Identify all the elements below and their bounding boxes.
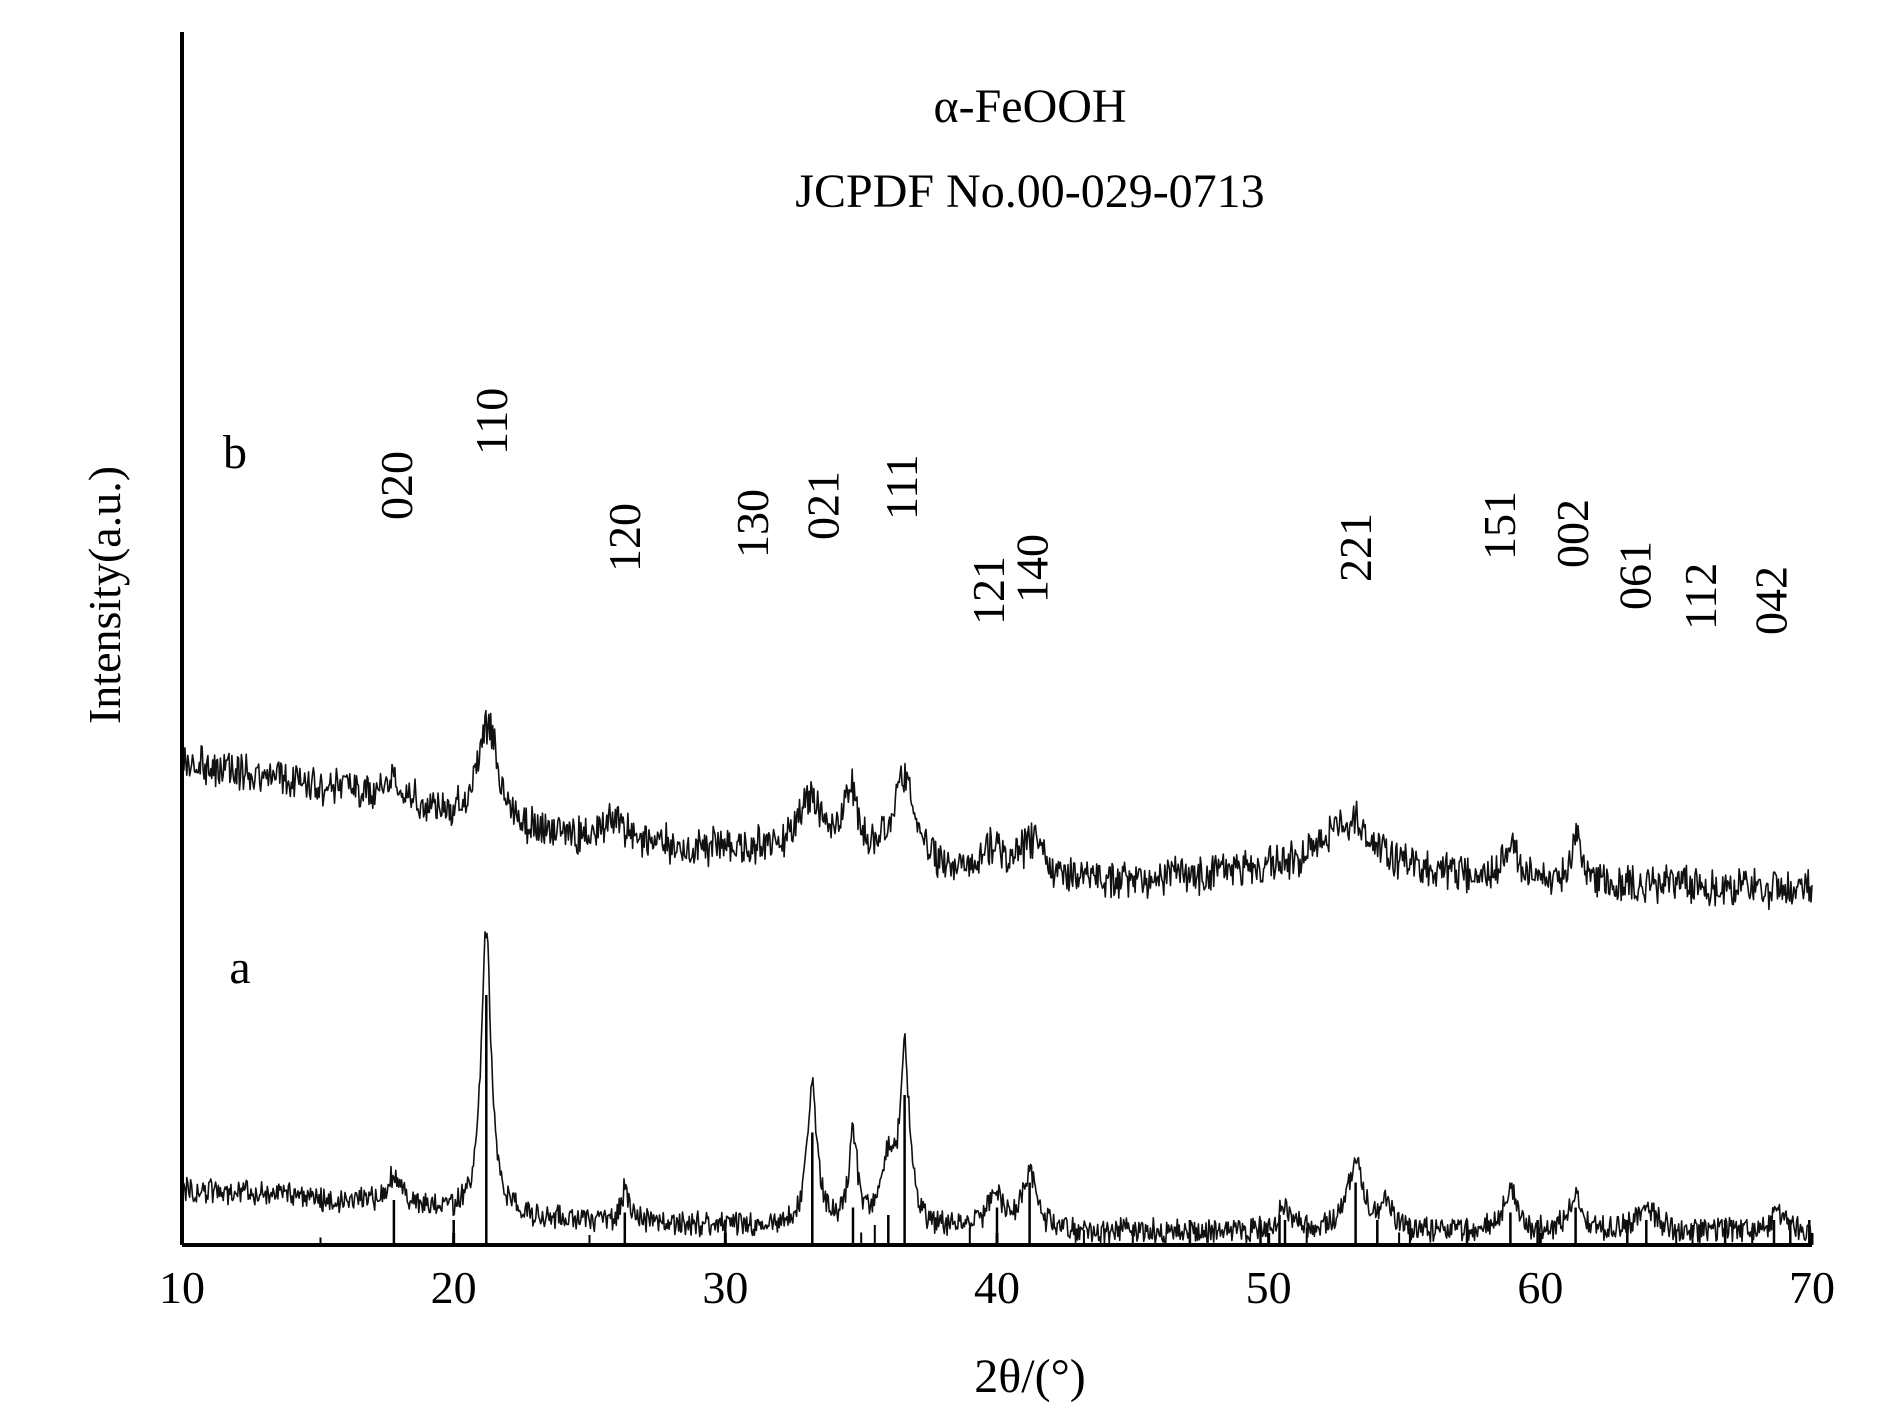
x-tick-label: 70 xyxy=(1789,1262,1835,1313)
x-tick-label: 60 xyxy=(1517,1262,1563,1313)
chart-subtitle: JCPDF No.00-029-0713 xyxy=(795,165,1264,218)
series-line-a xyxy=(181,931,1813,1246)
series-label-a: a xyxy=(229,941,250,994)
annotation-label: 140 xyxy=(1007,534,1058,603)
diffraction-series: ab xyxy=(181,426,1813,1246)
x-axis-label: 2θ/(°) xyxy=(974,1350,1086,1403)
annotation-label: 002 xyxy=(1547,499,1598,568)
annotation-label: 221 xyxy=(1330,513,1381,582)
x-tick-label: 40 xyxy=(974,1262,1020,1313)
annotation-label: 021 xyxy=(797,471,848,540)
x-tick-label: 20 xyxy=(431,1262,477,1313)
annotation-label: 061 xyxy=(1610,541,1661,610)
series-label-b: b xyxy=(223,426,247,479)
annotation-label: 120 xyxy=(599,503,650,572)
axes: 10 20 30 40 50 60 70 xyxy=(159,32,1835,1313)
annotation-label: 151 xyxy=(1474,491,1525,560)
annotation-label: 111 xyxy=(876,454,927,520)
annotation-label: 121 xyxy=(963,556,1014,625)
annotation-label: 130 xyxy=(727,489,778,558)
annotation-label: 110 xyxy=(466,388,517,455)
x-tick-label: 10 xyxy=(159,1262,205,1313)
y-axis-label: Intensity(a.u.) xyxy=(79,466,130,724)
series-line-b xyxy=(181,709,1813,911)
chart-title: α-FeOOH xyxy=(933,80,1126,133)
x-tick-label: 30 xyxy=(702,1262,748,1313)
x-tick-label: 50 xyxy=(1246,1262,1292,1313)
annotation-label: 042 xyxy=(1746,566,1797,635)
annotation-label: 112 xyxy=(1675,563,1726,630)
reference-pattern xyxy=(319,995,1811,1245)
annotation-label: 020 xyxy=(371,451,422,520)
